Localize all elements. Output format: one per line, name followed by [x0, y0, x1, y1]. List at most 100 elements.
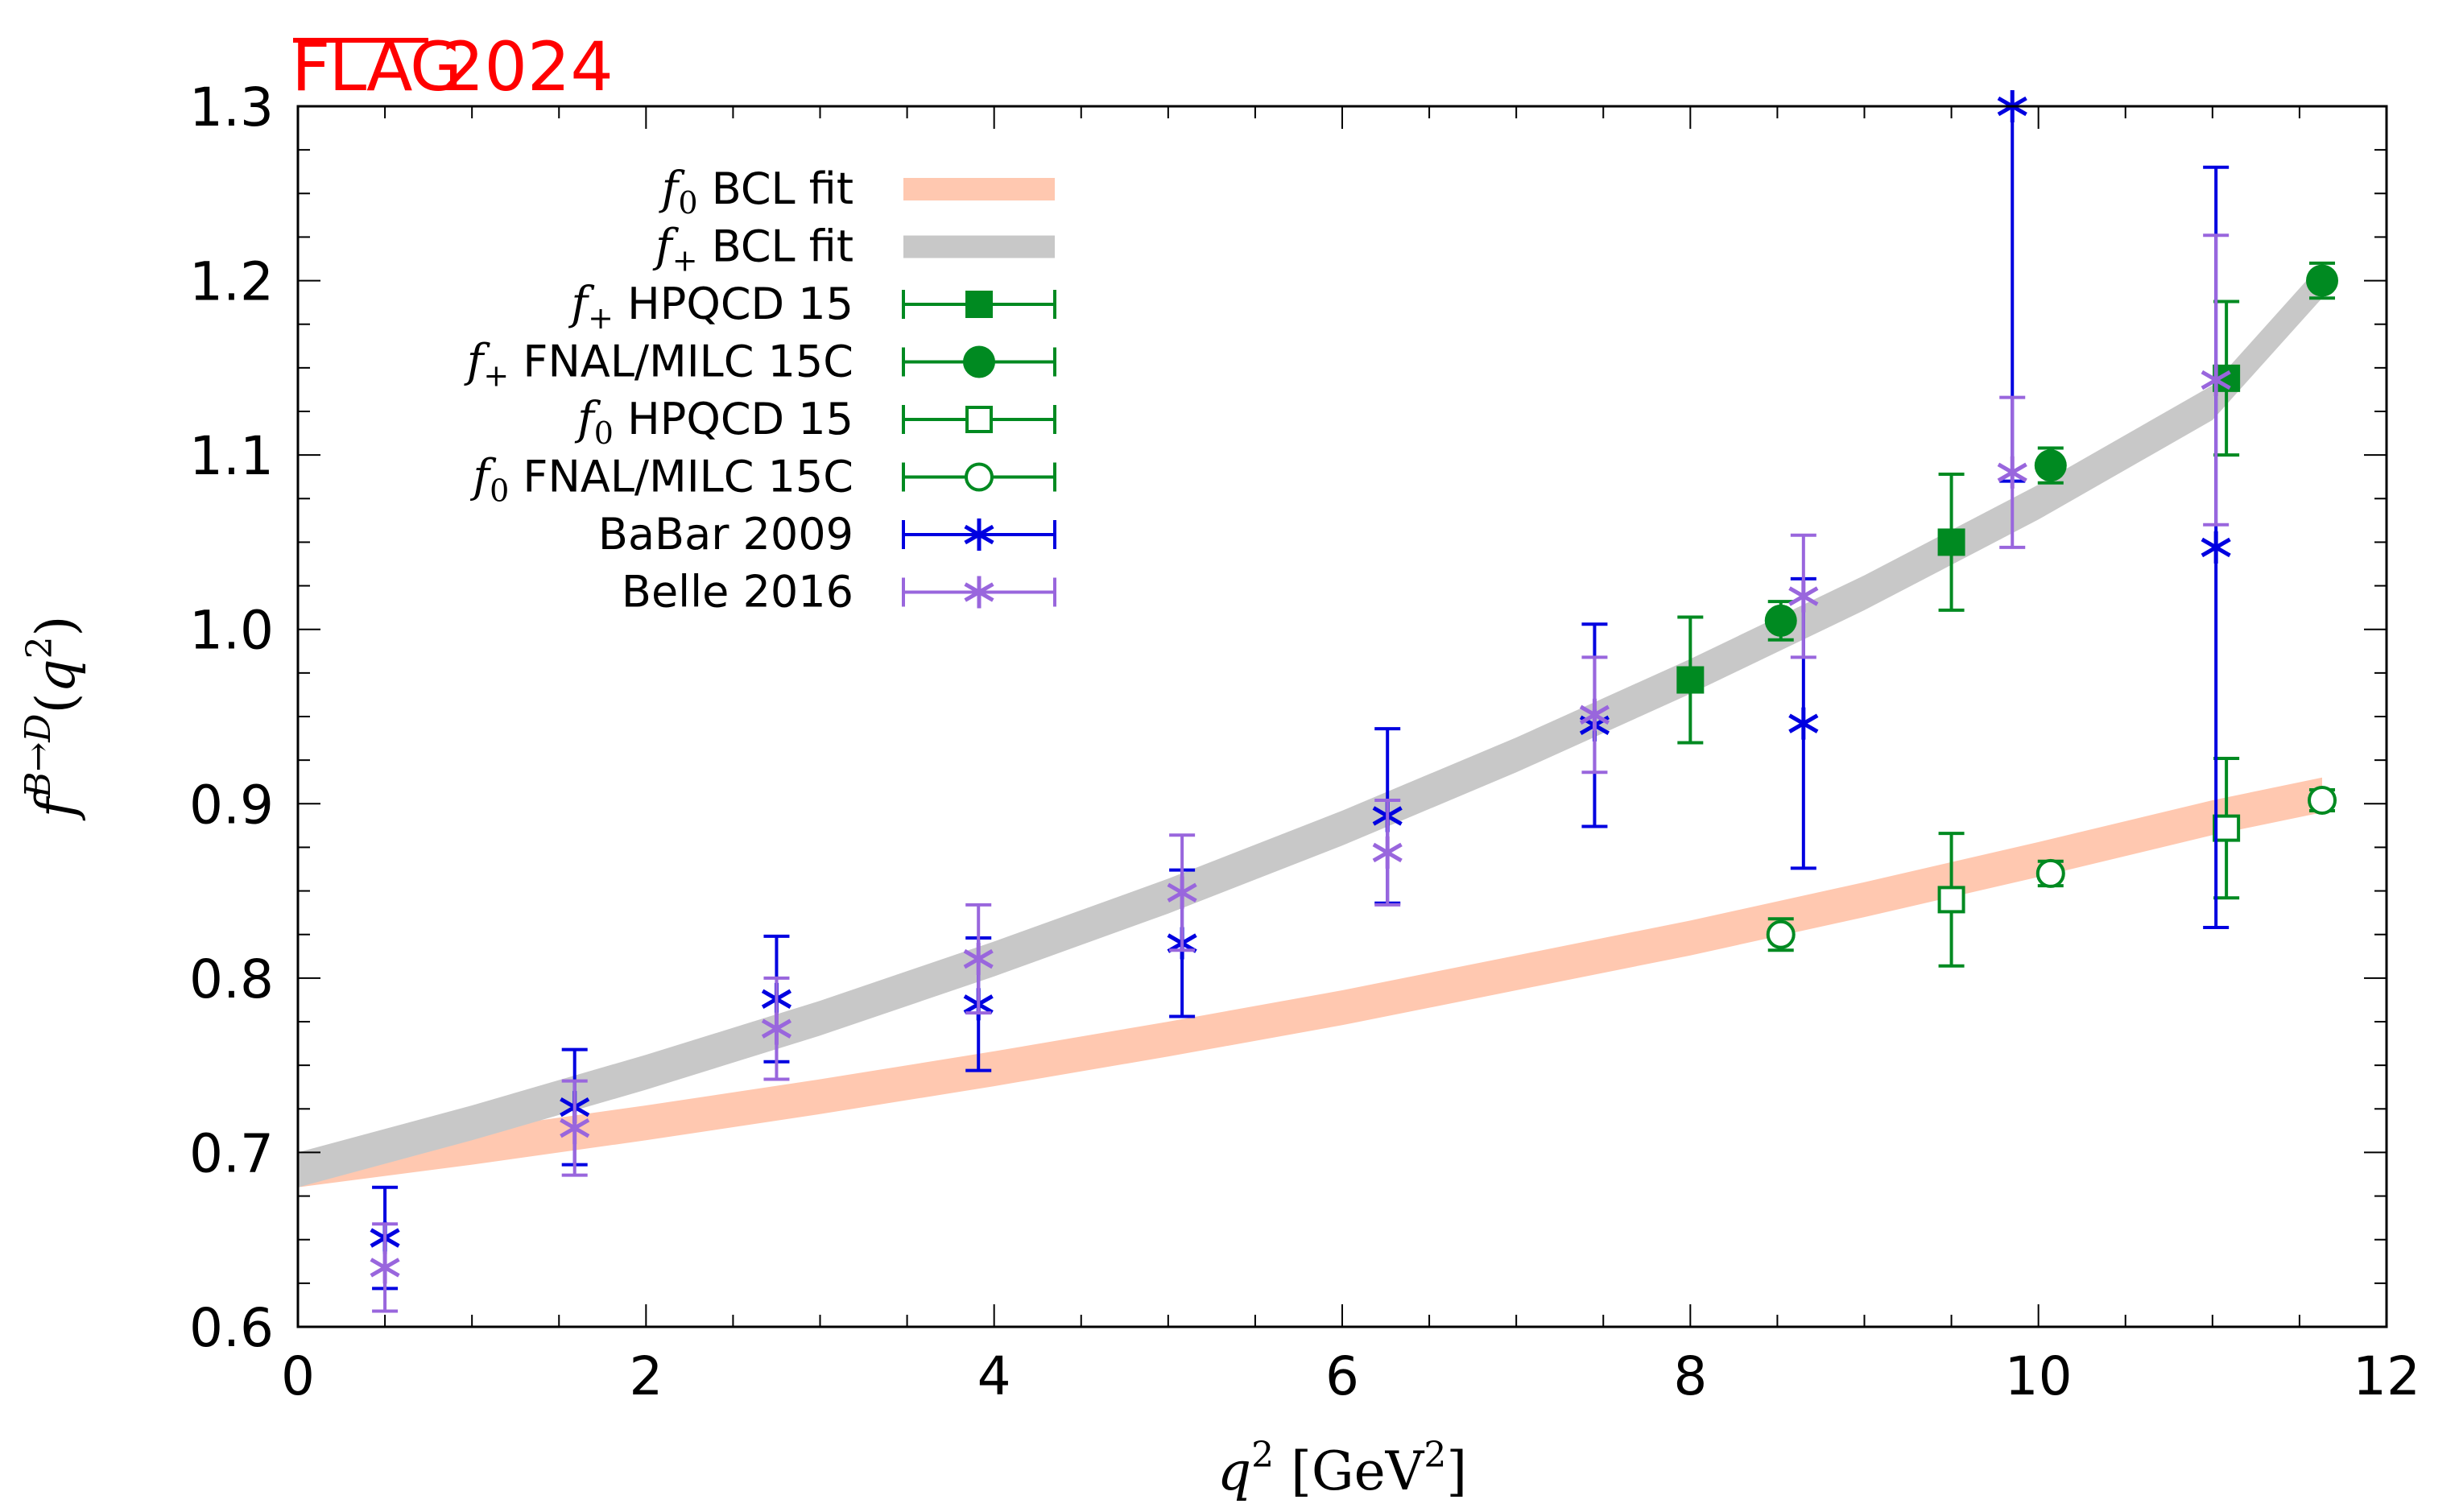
series-f0-hpqcd-15 [1937, 756, 2241, 968]
marker-star [1788, 707, 1819, 740]
data-point [1937, 472, 1965, 612]
data-point [1676, 615, 1705, 745]
legend-label-text: HPQCD 15 [614, 394, 853, 444]
legend-label: f+ BCL fit [652, 221, 853, 279]
legend-label: f0 FNAL/MILC 15C [469, 451, 853, 509]
flag-logo-year: 2024 [441, 27, 614, 106]
data-point [1788, 533, 1819, 659]
data-point [2308, 785, 2337, 815]
legend-label: f+ HPQCD 15 [568, 278, 853, 336]
band-f-bcl-fit [298, 262, 2322, 1188]
marker-star-stroke [761, 1018, 792, 1039]
marker-square-filled [1676, 666, 1705, 694]
legend-label-sub: 0 [678, 185, 697, 221]
data-point [1579, 655, 1610, 775]
marker-star-stroke [560, 1117, 590, 1138]
y-tick-label: 0.8 [189, 948, 274, 1010]
x-axis-title: q2 [GeV2] [1217, 1435, 1467, 1502]
marker-star [963, 943, 994, 976]
data-point [2201, 233, 2231, 527]
legend-label-sub: + [588, 300, 614, 336]
legend-label-sub: 0 [594, 415, 614, 451]
x-tick-label: 10 [2005, 1345, 2073, 1407]
x-tick-label: 12 [2353, 1345, 2420, 1407]
x-tick-label: 2 [629, 1345, 663, 1407]
legend-label-text: HPQCD 15 [614, 279, 853, 329]
data-point [1997, 395, 2027, 549]
legend-item: f0 FNAL/MILC 15C [469, 451, 1056, 509]
series-f0-fnal-milc-15c [1766, 785, 2337, 952]
marker-square-open [965, 406, 993, 433]
marker-star-stroke [1167, 882, 1197, 903]
marker-star-stroke [2201, 370, 2231, 390]
marker-star-stroke [1997, 462, 2027, 482]
x-tick-label: 6 [1325, 1345, 1359, 1407]
marker-star-stroke [2201, 537, 2231, 558]
data-point [761, 976, 792, 1081]
marker-star [964, 576, 994, 609]
y-tick-label: 1.1 [189, 425, 274, 487]
legend-item: f+ HPQCD 15 [568, 278, 1056, 336]
data-point [560, 1079, 590, 1177]
legend-label: f0 HPQCD 15 [574, 393, 853, 451]
marker-star [1372, 836, 1403, 869]
y-tick-label: 0.9 [189, 774, 274, 836]
legend-label: f+ FNAL/MILC 15C [464, 336, 853, 394]
data-point [1766, 917, 1796, 952]
marker-star [761, 1012, 792, 1045]
data-point [2035, 858, 2065, 888]
x-tick-label: 8 [1673, 1345, 1707, 1407]
legend-item: f+ BCL fit [652, 221, 1055, 279]
legend-item: Belle 2016 [622, 567, 1056, 618]
y-tick-label: 1.2 [189, 251, 274, 313]
data-point [963, 903, 994, 1015]
marker-star-stroke [1788, 586, 1819, 606]
marker-circle-filled [963, 345, 995, 378]
marker-star-stroke [964, 582, 994, 602]
marker-square-filled [1937, 528, 1965, 556]
y-tick-labels: 0.6 0.7 0.8 0.9 1.0 1.1 1.2 1.3 [189, 76, 274, 1359]
legend-label: Belle 2016 [622, 567, 853, 618]
x-tick-label: 0 [281, 1345, 315, 1407]
legend-item: f0 HPQCD 15 [574, 393, 1056, 451]
legend-item: f0 BCL fit [659, 163, 1055, 221]
data-point [2034, 446, 2067, 485]
legend-label-sub: + [483, 358, 509, 394]
marker-circle-open [1766, 919, 1796, 949]
series-f-fnal-milc-15c [1764, 261, 2339, 642]
marker-circle-open [2035, 858, 2065, 888]
legend-item: BaBar 2009 [598, 509, 1056, 560]
marker-star [560, 1112, 590, 1145]
data-point [370, 1222, 400, 1313]
marker-circle-open [965, 462, 994, 492]
marker-star-stroke [963, 948, 994, 969]
legend-label: f0 BCL fit [659, 163, 853, 221]
legend-label-text: BCL fit [698, 221, 853, 272]
x-tick-label: 4 [977, 1345, 1011, 1407]
fit-bands [298, 262, 2322, 1188]
axis-ticks [297, 105, 2387, 1328]
marker-star-stroke [1579, 704, 1610, 725]
x-tick-labels: 0 2 4 6 8 10 12 [281, 1345, 2420, 1407]
y-tick-label: 1.0 [189, 600, 274, 662]
marker-star [2201, 531, 2231, 564]
marker-star-stroke [370, 1258, 400, 1278]
y-tick-label: 1.3 [189, 76, 274, 138]
legend-label-text: FNAL/MILC 15C [509, 452, 853, 502]
band-f0-bcl-fit [298, 777, 2322, 1188]
marker-circle-filled [2034, 449, 2067, 482]
data-point [1167, 833, 1197, 952]
legend-label-text: BCL fit [698, 163, 853, 214]
marker-star [1997, 456, 2027, 489]
marker-circle-filled [2306, 264, 2339, 297]
y-tick-label: 0.7 [189, 1122, 274, 1184]
marker-star [964, 518, 994, 551]
legend-label: BaBar 2009 [598, 509, 853, 560]
marker-star [1167, 876, 1197, 909]
data-point [1372, 798, 1403, 907]
series-f-hpqcd-15 [1676, 300, 2241, 745]
marker-square-filled [965, 291, 993, 318]
data-point [2213, 756, 2241, 900]
